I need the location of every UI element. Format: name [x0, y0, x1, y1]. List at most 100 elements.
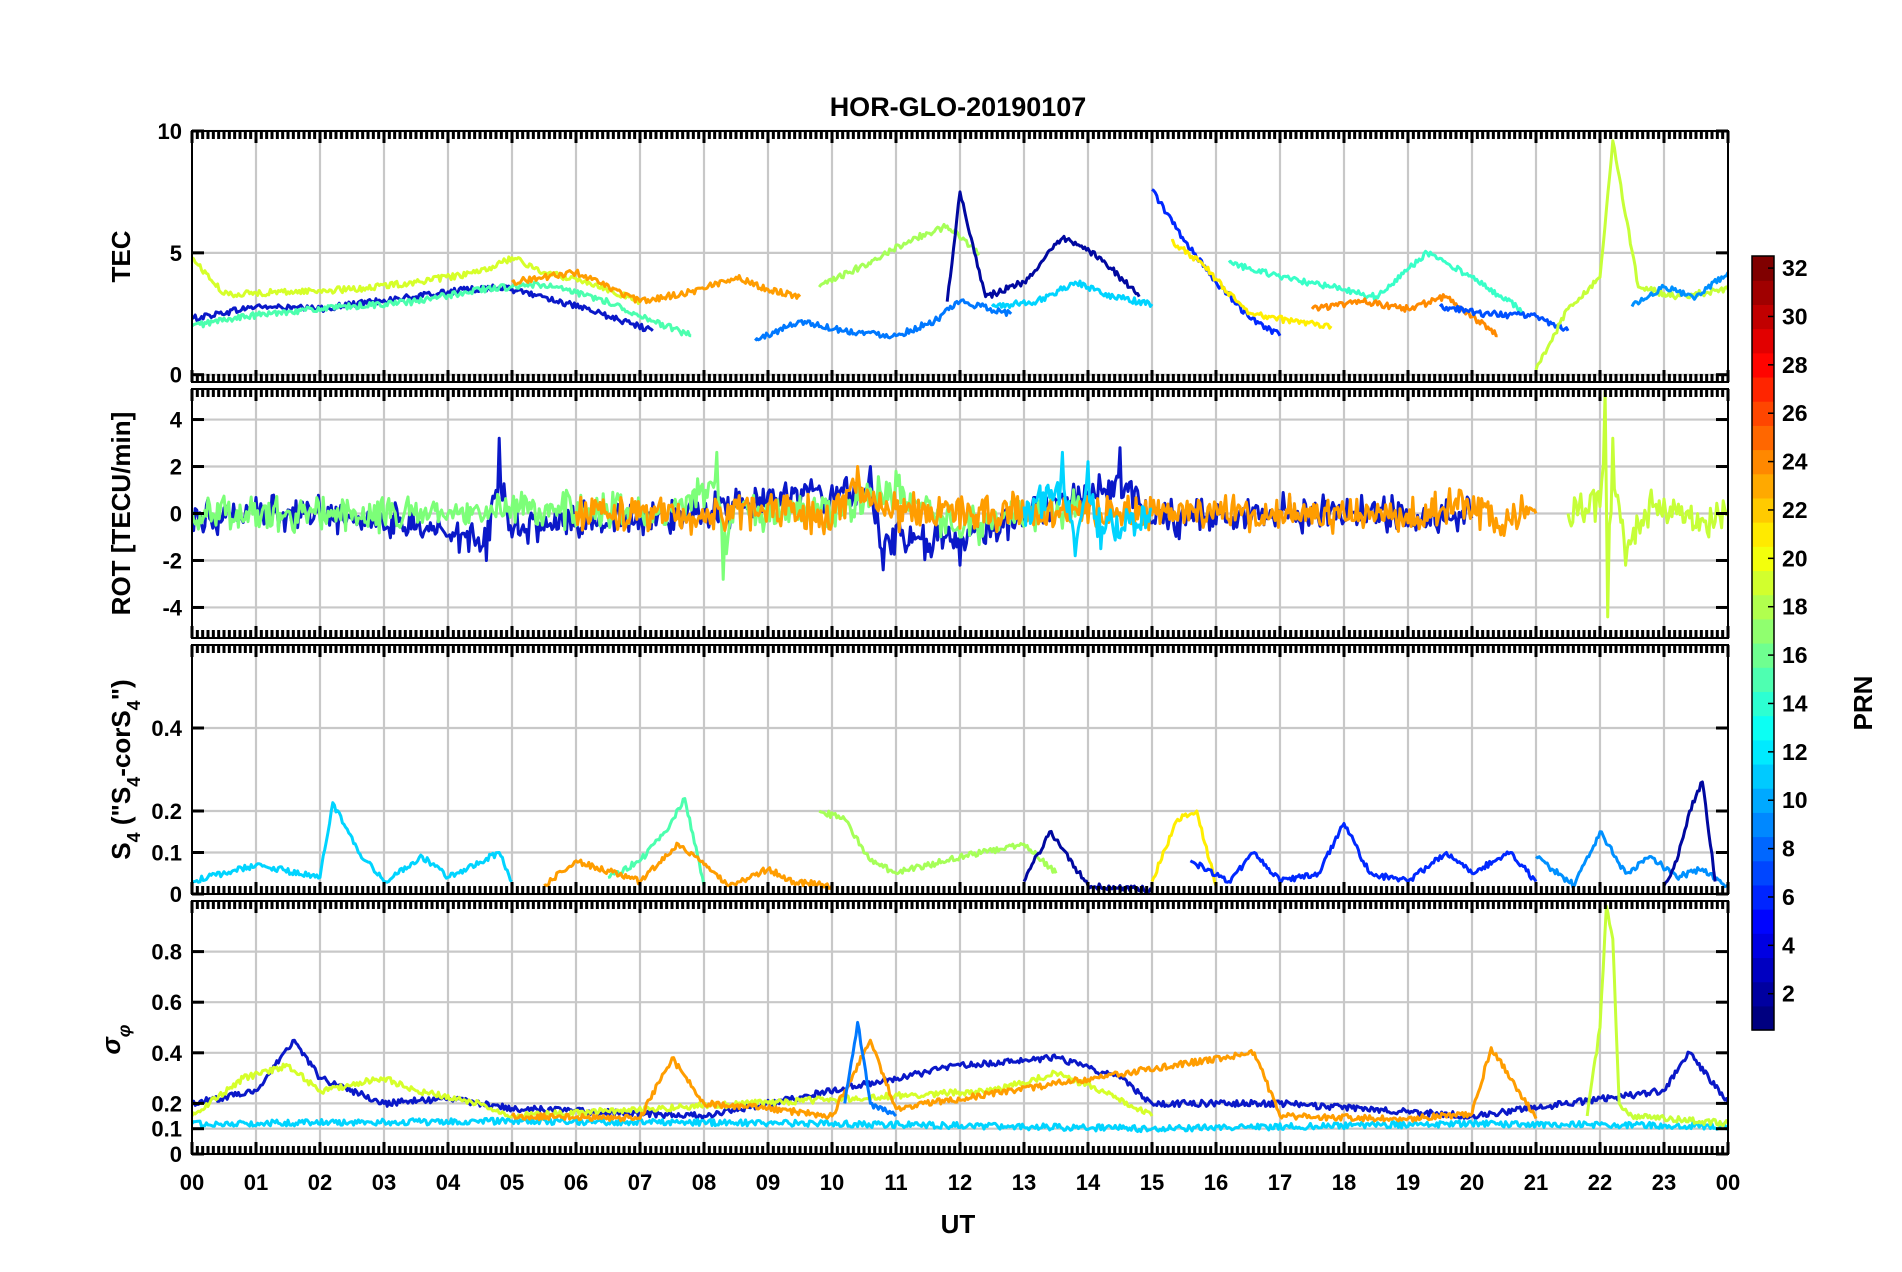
colorbar-band	[1752, 570, 1774, 596]
series-prn-3	[192, 283, 654, 333]
x-tick-label: 06	[564, 1170, 588, 1195]
series-prn-15	[607, 797, 706, 886]
colorbar-band	[1752, 618, 1774, 644]
series-prn-15	[192, 280, 692, 338]
x-tick-label: 04	[436, 1170, 461, 1195]
x-tick-label: 10	[820, 1170, 844, 1195]
x-tick-label: 07	[628, 1170, 652, 1195]
x-tick-label: 12	[948, 1170, 972, 1195]
series-prn-9	[1630, 271, 1728, 308]
y-axis-label: σφ	[96, 1024, 134, 1054]
colorbar-band	[1752, 957, 1774, 983]
colorbar-band	[1752, 981, 1774, 1007]
series-prn-4	[1189, 822, 1538, 884]
colorbar-band	[1752, 376, 1774, 402]
x-tick-label: 13	[1012, 1170, 1036, 1195]
series-prn-22	[511, 268, 802, 305]
colorbar-band	[1752, 401, 1774, 426]
colorbar-tick-label: 10	[1782, 787, 1808, 813]
x-tick-label: 01	[244, 1170, 268, 1195]
x-tick-label: 22	[1588, 1170, 1612, 1195]
tick-marks	[190, 901, 1730, 1156]
y-axis-label: S4 ("S4-corS4")	[106, 679, 144, 859]
panel-s4: 00.10.20.4S4 ("S4-corS4")	[106, 644, 1730, 907]
label-part: 4	[124, 832, 144, 842]
colorbar-tick-label: 16	[1782, 642, 1808, 668]
x-tick-labels: 00 01 02 03 04 05 06 07 08 09 10 11 12 13 14 15 16 17 18 19…	[180, 1170, 1740, 1195]
colorbar-band	[1752, 522, 1774, 547]
series-prn-20	[1150, 809, 1218, 887]
colorbar-tick-label: 30	[1782, 303, 1808, 329]
y-tick-label: 0.2	[151, 1091, 182, 1116]
colorbar-band	[1752, 643, 1774, 668]
series-prn-17	[818, 222, 981, 288]
colorbar-band	[1752, 884, 1774, 910]
x-tick-label: 16	[1204, 1170, 1228, 1195]
tick-marks	[190, 645, 1730, 896]
colorbar-tick-label: 14	[1782, 690, 1808, 716]
y-axis-label: TEC	[106, 230, 136, 282]
series-prn-18	[1566, 389, 1728, 619]
series-prn-10	[754, 298, 1013, 342]
y-tick-label: 0.8	[151, 940, 182, 965]
colorbar-tick-label: 20	[1782, 545, 1808, 571]
y-tick-label: 0.2	[151, 799, 182, 824]
colorbar-band	[1752, 473, 1774, 499]
colorbar-band	[1752, 667, 1774, 692]
colorbar-band	[1752, 739, 1774, 765]
label-part: S	[106, 842, 136, 859]
label-part: σ	[96, 1035, 126, 1054]
colorbar-band	[1752, 836, 1774, 862]
colorbar-band	[1752, 449, 1774, 475]
series-group	[192, 904, 1728, 1134]
colorbar-band	[1752, 497, 1774, 523]
x-tick-label: 14	[1076, 1170, 1101, 1195]
series-prn-2	[945, 190, 1141, 302]
series-prn-18	[1585, 904, 1728, 1128]
series-prn-4	[1151, 188, 1282, 337]
colorbar-tick-label: 22	[1782, 497, 1808, 523]
series-prn-18	[1534, 139, 1728, 371]
colorbar-band	[1752, 1005, 1774, 1031]
x-tick-label: 08	[692, 1170, 716, 1195]
label-part: 4	[124, 700, 144, 710]
colorbar-band	[1752, 763, 1774, 789]
series-prn-14	[1227, 249, 1525, 315]
x-tick-label: 21	[1524, 1170, 1548, 1195]
x-tick-label: 20	[1460, 1170, 1484, 1195]
series-prn-22	[543, 841, 834, 890]
colorbar-label: PRN	[1848, 676, 1878, 731]
colorbar-band	[1752, 594, 1774, 620]
tick-marks	[190, 389, 1730, 638]
colorbar-tick-label: 32	[1782, 255, 1808, 281]
series-prn-12	[192, 1116, 1728, 1134]
y-tick-label: 2	[170, 455, 182, 480]
y-axis-label: ROT [TECU/min]	[106, 412, 136, 616]
label-part: 4	[124, 777, 144, 787]
colorbar-band	[1752, 425, 1774, 451]
colorbar-band	[1752, 860, 1774, 886]
y-tick-label: 0	[170, 502, 182, 527]
panel-sigma: 00.10.2 0.4 0.6 0.8 σφ	[96, 900, 1730, 1167]
series-prn-9	[1535, 830, 1728, 889]
x-tick-label: 00	[180, 1170, 204, 1195]
label-part: -corS	[106, 710, 136, 776]
y-tick-label: 10	[158, 119, 182, 144]
colorbar-band	[1752, 933, 1774, 959]
series-prn-7	[1438, 303, 1570, 332]
colorbar-tick-label: 18	[1782, 594, 1808, 620]
series-group	[192, 139, 1728, 371]
colorbar-tick-label: 8	[1782, 836, 1795, 862]
x-tick-label: 15	[1140, 1170, 1164, 1195]
colorbar-tick-label: 6	[1782, 884, 1795, 910]
y-tick-label: -4	[162, 595, 182, 620]
colorbar-tick-label: 24	[1782, 449, 1808, 475]
label-part: ")	[106, 679, 136, 700]
series-prn-3	[192, 436, 1474, 572]
colorbar-tick-label: 26	[1782, 400, 1808, 426]
y-tick-label: 5	[170, 241, 182, 266]
y-tick-label: 0.1	[151, 841, 182, 866]
